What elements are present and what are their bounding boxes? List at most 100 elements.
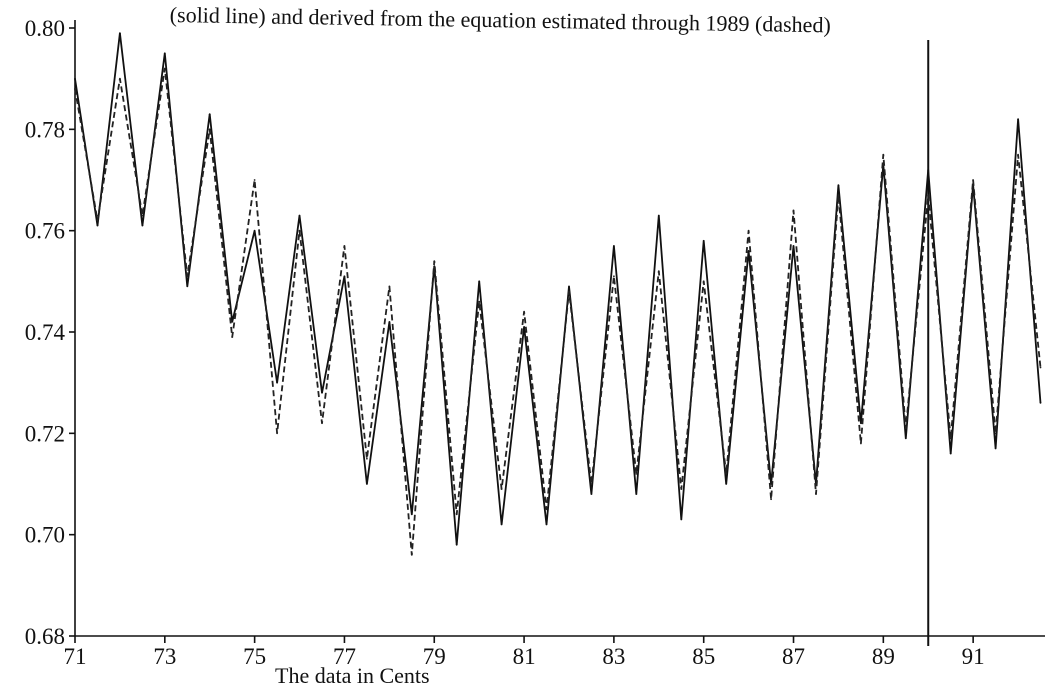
data-point-solid: [141, 224, 144, 227]
data-point-dashed: [792, 209, 795, 212]
y-tick-label: 0.74: [25, 320, 66, 345]
data-point-solid: [253, 229, 256, 232]
data-point-solid: [635, 493, 638, 495]
data-point-dashed: [568, 290, 570, 293]
x-tick-label: 77: [333, 644, 356, 669]
data-point-solid: [725, 483, 728, 485]
data-point-dashed: [208, 128, 211, 131]
data-point-dashed: [321, 422, 323, 425]
x-tick-label: 83: [602, 644, 625, 669]
data-point-solid: [994, 447, 997, 450]
data-point-dashed: [635, 473, 638, 475]
data-point-dashed: [366, 457, 368, 460]
data-point-solid: [500, 523, 503, 526]
data-point-solid: [613, 245, 615, 247]
data-point-dashed: [186, 275, 189, 278]
data-point-solid: [433, 265, 436, 267]
data-point-solid: [792, 245, 795, 247]
data-point-solid: [523, 326, 525, 328]
data-point-dashed: [231, 336, 234, 338]
data-point-solid: [949, 452, 952, 455]
data-point-dashed: [74, 87, 76, 90]
data-point-solid: [74, 77, 76, 80]
x-tick-label: 79: [423, 644, 446, 669]
data-point-solid: [186, 285, 189, 288]
data-point-solid: [568, 285, 570, 288]
data-point-solid: [298, 214, 301, 217]
x-tick-label: 71: [64, 644, 87, 669]
series-line-dashed: [74, 68, 1042, 555]
data-point-dashed: [815, 493, 817, 495]
x-tick-label: 89: [872, 644, 895, 669]
data-point-dashed: [770, 498, 772, 501]
data-point-dashed: [590, 483, 593, 485]
data-point-dashed: [433, 260, 436, 262]
data-point-dashed: [1039, 366, 1042, 369]
data-point-dashed: [410, 554, 413, 556]
data-point-dashed: [882, 153, 885, 156]
data-point-dashed: [657, 270, 660, 273]
data-point-solid: [366, 483, 368, 485]
data-point-dashed: [927, 194, 930, 197]
series-line-solid: [74, 32, 1042, 545]
x-tick-label: 87: [782, 644, 805, 669]
data-point-solid: [231, 321, 234, 323]
data-point-solid: [680, 518, 683, 521]
data-point-dashed: [972, 179, 974, 181]
data-point-dashed: [500, 488, 503, 490]
data-point-dashed: [478, 300, 481, 303]
x-tick-label: 81: [513, 644, 536, 669]
data-point-solid: [747, 250, 750, 252]
x-tick-label: 91: [962, 644, 985, 669]
data-point-solid: [545, 523, 548, 526]
data-point-dashed: [253, 179, 256, 181]
data-point-solid: [388, 321, 391, 323]
data-point-solid: [455, 543, 458, 546]
data-point-dashed: [860, 442, 862, 445]
data-point-dashed: [298, 229, 301, 232]
data-point-dashed: [276, 432, 278, 435]
data-point-dashed: [96, 219, 99, 222]
data-point-solid: [343, 275, 346, 278]
y-tick-label: 0.80: [25, 16, 65, 41]
data-point-solid: [702, 239, 705, 242]
data-point-solid: [119, 32, 121, 34]
data-point-solid: [860, 422, 862, 425]
y-tick-label: 0.76: [25, 219, 65, 244]
data-point-dashed: [725, 473, 728, 475]
x-tick-label: 75: [243, 644, 266, 669]
x-tick-label: 85: [692, 644, 715, 669]
data-point-solid: [657, 214, 660, 217]
data-point-dashed: [994, 432, 997, 435]
x-tick-label: 73: [153, 644, 176, 669]
data-point-dashed: [455, 513, 458, 516]
y-tick-label: 0.72: [25, 421, 65, 446]
data-point-dashed: [747, 229, 750, 232]
data-point-dashed: [343, 245, 346, 247]
data-point-solid: [590, 493, 593, 495]
y-tick-label: 0.70: [25, 523, 65, 548]
data-point-dashed: [163, 67, 166, 70]
data-point-solid: [410, 513, 413, 516]
data-point-dashed: [613, 275, 615, 278]
data-point-dashed: [119, 77, 121, 80]
data-point-dashed: [702, 280, 705, 283]
data-point-dashed: [141, 214, 144, 217]
y-tick-label: 0.68: [25, 624, 65, 649]
y-tick-label: 0.78: [25, 117, 65, 142]
data-point-dashed: [545, 508, 548, 511]
data-point-solid: [208, 113, 211, 115]
data-point-dashed: [904, 427, 907, 430]
data-point-solid: [321, 391, 323, 394]
data-point-dashed: [949, 437, 952, 440]
data-point-dashed: [523, 310, 525, 313]
data-point-solid: [96, 224, 99, 227]
x-axis-label-fragment: The data in Cents: [275, 663, 430, 688]
data-point-solid: [927, 169, 930, 171]
data-point-solid: [837, 184, 840, 187]
data-point-dashed: [388, 285, 391, 288]
data-point-solid: [163, 52, 166, 55]
data-point-dashed: [680, 488, 683, 490]
